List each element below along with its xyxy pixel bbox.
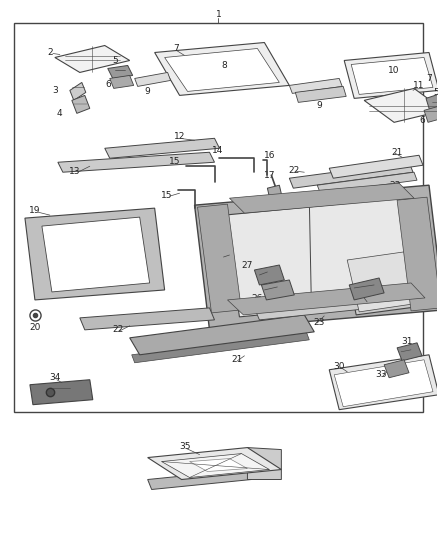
Text: 22: 22 — [112, 325, 124, 334]
Text: 11: 11 — [413, 81, 425, 90]
Text: 15: 15 — [169, 157, 180, 166]
Polygon shape — [25, 208, 165, 300]
Polygon shape — [194, 185, 438, 330]
Polygon shape — [397, 343, 422, 361]
Polygon shape — [42, 217, 150, 292]
Text: 22: 22 — [289, 166, 300, 175]
Text: 28: 28 — [364, 297, 375, 306]
Text: 17: 17 — [264, 171, 275, 180]
Polygon shape — [349, 278, 384, 300]
Text: 34: 34 — [49, 373, 60, 382]
Text: 10: 10 — [389, 66, 400, 75]
Text: 30: 30 — [333, 362, 345, 372]
Polygon shape — [225, 198, 414, 317]
Polygon shape — [254, 265, 284, 285]
Polygon shape — [70, 83, 86, 100]
Polygon shape — [344, 52, 438, 99]
Polygon shape — [347, 250, 427, 312]
Polygon shape — [329, 355, 438, 410]
Text: 6: 6 — [419, 116, 425, 125]
Polygon shape — [261, 280, 294, 300]
Text: 7: 7 — [426, 74, 432, 83]
Polygon shape — [108, 66, 133, 78]
Polygon shape — [397, 197, 438, 311]
Polygon shape — [30, 379, 93, 405]
Polygon shape — [165, 49, 279, 91]
Text: 5: 5 — [433, 88, 438, 97]
Polygon shape — [424, 106, 438, 123]
Polygon shape — [132, 332, 309, 363]
Polygon shape — [198, 204, 241, 313]
Text: 23: 23 — [314, 318, 325, 327]
Polygon shape — [135, 72, 171, 86]
Text: 23: 23 — [389, 181, 401, 190]
Bar — [14, 22, 423, 411]
Polygon shape — [247, 448, 281, 480]
Text: 6: 6 — [105, 80, 111, 89]
Polygon shape — [72, 95, 90, 114]
Polygon shape — [384, 360, 409, 378]
Text: 12: 12 — [174, 132, 185, 141]
Text: 24: 24 — [364, 192, 375, 200]
Polygon shape — [55, 45, 130, 72]
Text: 19: 19 — [29, 206, 41, 215]
Text: 18: 18 — [413, 251, 425, 260]
Text: 14: 14 — [212, 146, 223, 155]
Text: 13: 13 — [69, 167, 81, 176]
Text: 25: 25 — [216, 251, 227, 260]
Polygon shape — [329, 155, 423, 178]
Polygon shape — [290, 78, 342, 93]
Polygon shape — [130, 315, 314, 355]
Polygon shape — [58, 152, 215, 172]
Polygon shape — [148, 470, 251, 489]
Text: 20: 20 — [29, 324, 41, 333]
Polygon shape — [344, 245, 431, 315]
Polygon shape — [148, 448, 281, 480]
Polygon shape — [110, 76, 134, 88]
Polygon shape — [317, 172, 417, 193]
Text: 8: 8 — [222, 61, 227, 70]
Text: 31: 31 — [401, 337, 413, 346]
Polygon shape — [155, 43, 290, 95]
Polygon shape — [190, 458, 247, 472]
Text: 21: 21 — [392, 148, 403, 157]
Text: 9: 9 — [316, 101, 322, 110]
Text: 21: 21 — [232, 356, 243, 364]
Text: 15: 15 — [161, 191, 173, 200]
Text: 7: 7 — [174, 44, 180, 53]
Polygon shape — [230, 183, 414, 213]
Text: 4: 4 — [57, 109, 63, 118]
Polygon shape — [162, 454, 269, 478]
Text: 33: 33 — [375, 370, 387, 379]
Text: 5: 5 — [112, 56, 118, 65]
Text: 35: 35 — [179, 442, 191, 451]
Polygon shape — [295, 86, 346, 102]
Text: 9: 9 — [145, 87, 151, 96]
Polygon shape — [334, 360, 433, 407]
Text: 2: 2 — [47, 48, 53, 57]
Polygon shape — [227, 283, 425, 315]
Polygon shape — [351, 58, 433, 94]
Polygon shape — [254, 295, 384, 320]
Polygon shape — [290, 162, 413, 188]
Text: 26: 26 — [252, 294, 263, 303]
Text: 1: 1 — [215, 10, 221, 19]
Polygon shape — [267, 185, 283, 201]
Polygon shape — [364, 88, 438, 123]
Polygon shape — [80, 308, 215, 330]
Text: 16: 16 — [264, 151, 275, 160]
Text: 27: 27 — [242, 261, 253, 270]
Polygon shape — [426, 92, 438, 111]
Polygon shape — [105, 138, 219, 158]
Text: 3: 3 — [52, 86, 58, 95]
